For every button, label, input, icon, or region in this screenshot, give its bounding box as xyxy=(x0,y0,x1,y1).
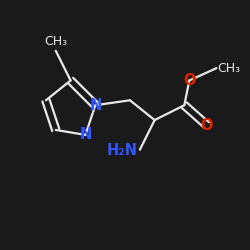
Text: CH₃: CH₃ xyxy=(44,35,67,48)
Text: O: O xyxy=(183,73,196,88)
Text: N: N xyxy=(89,98,102,113)
Text: H₂N: H₂N xyxy=(106,144,137,158)
Text: N: N xyxy=(79,128,92,142)
Text: CH₃: CH₃ xyxy=(218,62,241,75)
Text: O: O xyxy=(200,118,213,132)
